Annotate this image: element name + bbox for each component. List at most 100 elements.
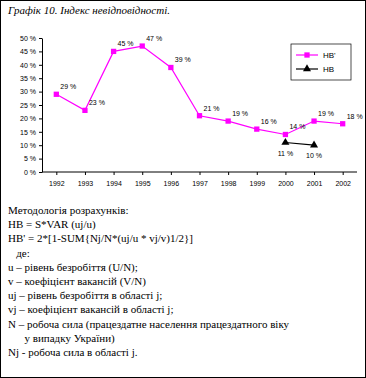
annotation: Методологія розрахунків: xyxy=(8,204,129,216)
x-tick-label: 1994 xyxy=(106,180,122,187)
y-tick-mark xyxy=(39,51,42,52)
y-tick-label: 15 % xyxy=(20,129,36,136)
x-tick: 1996 xyxy=(164,172,180,187)
y-tick-label: 30 % xyxy=(20,88,36,95)
data-label: 10 % xyxy=(306,152,322,159)
legend: НВ' НВ xyxy=(291,44,351,80)
y-tick: 15 % xyxy=(20,129,42,136)
x-tick-label: 1992 xyxy=(49,180,65,187)
point xyxy=(82,108,87,113)
frame xyxy=(1,1,366,378)
y-tick: 45 % xyxy=(20,48,42,55)
y-tick-label: 35 % xyxy=(20,75,36,82)
point xyxy=(168,65,173,70)
y-tick: 5 % xyxy=(24,155,42,162)
data-label: 19 % xyxy=(232,110,248,117)
x-tick-label: 1993 xyxy=(78,180,94,187)
data-label: 14 % xyxy=(289,123,305,130)
x-tick: 1999 xyxy=(249,172,265,187)
data-label: 47 % xyxy=(146,35,162,42)
point xyxy=(311,118,316,123)
y-axis: 0 % 5 % 10 % 15 % 20 % 25 % 30 % 35 % 40 % 45 % 50… xyxy=(20,35,42,176)
x-tick-mark xyxy=(114,172,115,175)
legend-box xyxy=(291,44,351,80)
y-tick-mark xyxy=(39,105,42,106)
x-tick: 1994 xyxy=(106,172,122,187)
y-tick: 20 % xyxy=(20,115,42,122)
x-tick-mark xyxy=(343,172,344,175)
series-line xyxy=(285,143,314,146)
y-tick-label: 10 % xyxy=(20,142,36,149)
point xyxy=(340,121,345,126)
data-label: 23 % xyxy=(89,99,105,106)
x-tick-label: 1997 xyxy=(192,180,208,187)
x-tick-mark xyxy=(228,172,229,175)
x-tick-label: 2002 xyxy=(335,180,351,187)
x-tick-label: 1998 xyxy=(221,180,237,187)
annotation: НВ' = 2*[1-SUM{Nj/N*(uj/u * vj/v)1/2}] xyxy=(8,232,193,245)
x-tick-label: 1996 xyxy=(164,180,180,187)
legend-marker xyxy=(303,64,311,71)
y-tick: 10 % xyxy=(20,142,42,149)
y-tick-label: 25 % xyxy=(20,102,36,109)
y-tick-mark xyxy=(39,92,42,93)
y-tick-label: 45 % xyxy=(20,48,36,55)
annotation: НВ = S*VAR (uj/u) xyxy=(8,218,96,231)
point xyxy=(197,113,202,118)
annotation: uj – рівень безробіття в області j; xyxy=(8,289,162,301)
data-label: 11 % xyxy=(278,150,293,157)
data-label: 19 % xyxy=(318,110,334,117)
x-tick-label: 1995 xyxy=(135,180,151,187)
point xyxy=(225,118,230,123)
x-tick: 1993 xyxy=(78,172,94,187)
y-tick-mark xyxy=(39,118,42,119)
y-tick: 0 % xyxy=(24,169,42,176)
y-tick-mark xyxy=(39,132,42,133)
x-axis: 1992 1993 1994 1995 1996 1997 1998 1999 2000 2001… xyxy=(42,172,357,187)
annotation: N – робоча сила (працездатне населення п… xyxy=(8,318,290,331)
y-tick: 30 % xyxy=(20,88,42,95)
point xyxy=(281,138,289,145)
data-label: 16 % xyxy=(261,118,277,125)
x-tick-label: 2001 xyxy=(307,180,323,187)
y-axis-line xyxy=(42,39,43,173)
y-tick: 50 % xyxy=(20,35,42,42)
x-tick: 1998 xyxy=(221,172,237,187)
point xyxy=(111,49,116,54)
data-label: 29 % xyxy=(60,83,76,90)
y-tick-mark xyxy=(39,145,42,146)
methodology: Методологія розрахунків: НВ = S*VAR (uj/u… xyxy=(8,204,290,358)
x-tick-mark xyxy=(257,172,258,175)
annotation: u – рівень безробіття (U/N); xyxy=(8,261,138,274)
point xyxy=(283,132,288,137)
point xyxy=(54,92,59,97)
y-tick-label: 0 % xyxy=(24,169,36,176)
data-labels: 29 % 23 % 45 % 47 % 39 % 21 % 19 % 16 % 14 % 19 %… xyxy=(60,35,362,159)
point xyxy=(254,126,259,131)
y-tick-label: 40 % xyxy=(20,62,36,69)
x-tick: 1997 xyxy=(192,172,208,187)
y-tick: 25 % xyxy=(20,102,42,109)
y-tick: 35 % xyxy=(20,75,42,82)
annotation: v – коефіцієнт вакансій (V/N) xyxy=(8,275,146,288)
x-tick-mark xyxy=(171,172,172,175)
legend-label: НВ' xyxy=(323,51,336,60)
legend-label: НВ xyxy=(323,65,334,74)
chart: Графік 10. Індекс невідповідності.0 %5 %… xyxy=(0,0,366,378)
y-tick-mark xyxy=(39,65,42,66)
x-tick-label: 1999 xyxy=(249,180,265,187)
data-label: 39 % xyxy=(175,56,191,63)
point xyxy=(140,43,145,48)
x-tick-mark xyxy=(142,172,143,175)
x-tick: 2000 xyxy=(278,172,294,187)
y-tick: 40 % xyxy=(20,62,42,69)
y-tick-mark xyxy=(39,159,42,160)
x-tick-mark xyxy=(56,172,57,175)
annotation: Nj - робоча сила в області j. xyxy=(8,346,138,358)
y-tick-mark xyxy=(39,172,42,173)
data-label: 45 % xyxy=(118,40,134,47)
x-tick: 2002 xyxy=(335,172,351,187)
y-tick-label: 5 % xyxy=(24,155,36,162)
data-label: 21 % xyxy=(204,105,220,112)
legend-marker xyxy=(304,52,309,57)
